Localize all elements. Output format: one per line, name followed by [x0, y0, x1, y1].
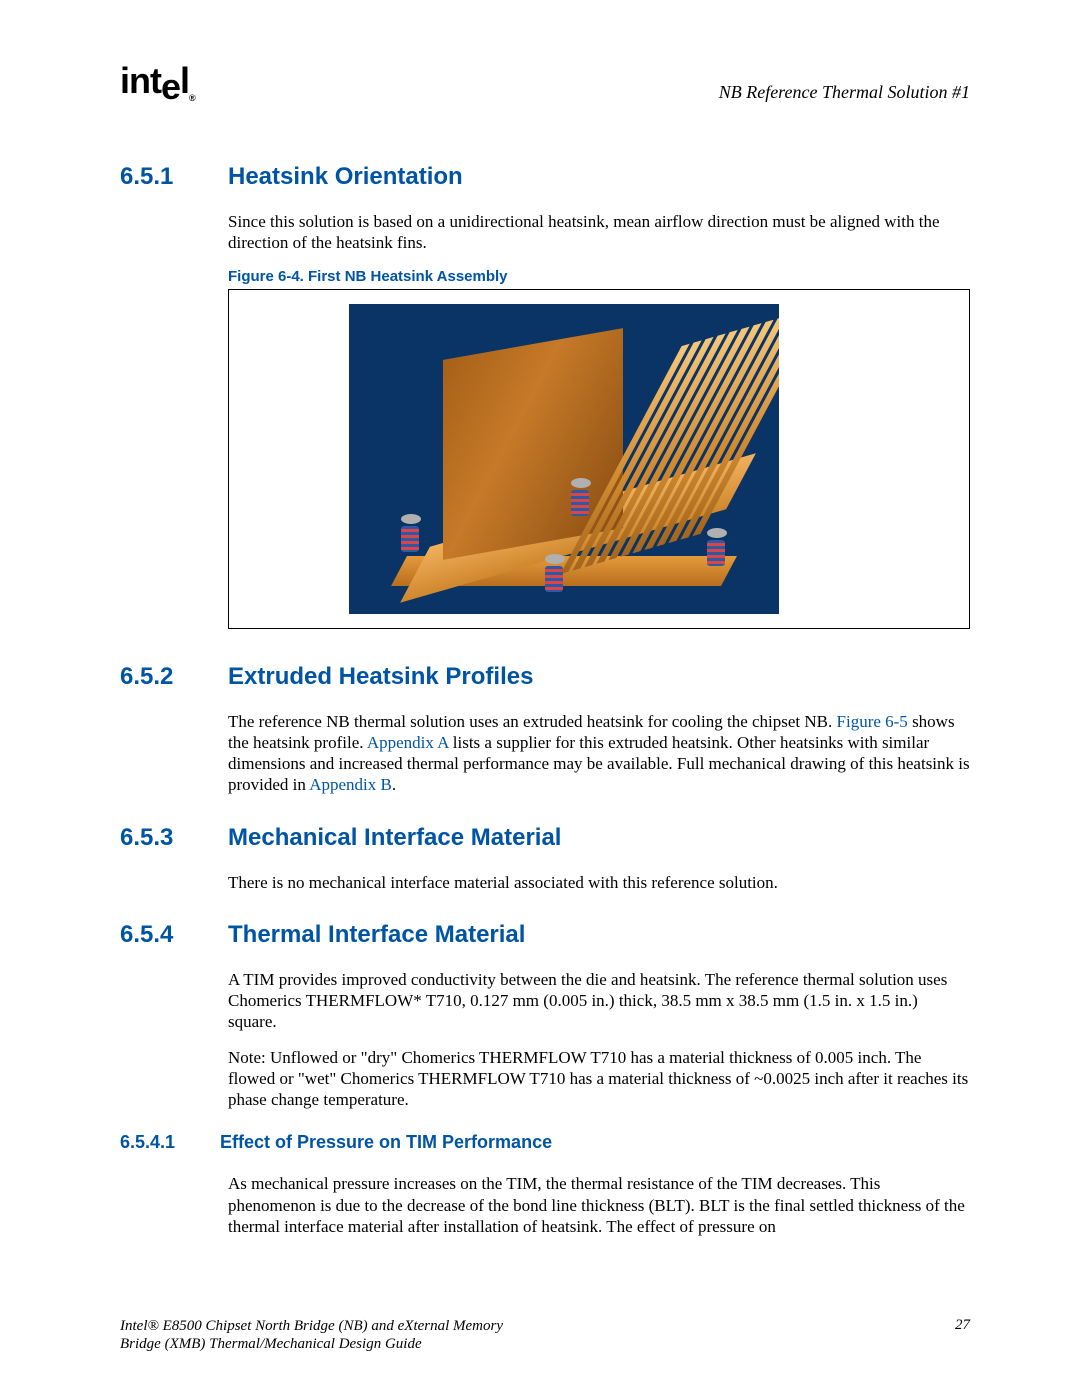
figure-caption: Figure 6-4. First NB Heatsink Assembly	[228, 268, 970, 285]
section-6-5-1: 6.5.1 Heatsink Orientation Since this so…	[120, 163, 970, 629]
text: The reference NB thermal solution uses a…	[228, 712, 837, 731]
paragraph: A TIM provides improved conductivity bet…	[228, 969, 970, 1033]
section-number: 6.5.3	[120, 824, 190, 852]
paragraph: The reference NB thermal solution uses a…	[228, 711, 970, 796]
header-chapter-title: NB Reference Thermal Solution #1	[719, 82, 970, 103]
subsection-number: 6.5.4.1	[120, 1132, 190, 1153]
page-footer: Intel® E8500 Chipset North Bridge (NB) a…	[120, 1317, 970, 1353]
heatsink-render	[349, 304, 779, 614]
paragraph: There is no mechanical interface materia…	[228, 872, 970, 893]
section-number: 6.5.2	[120, 663, 190, 691]
section-number: 6.5.1	[120, 163, 190, 191]
footer-doc-title: Intel® E8500 Chipset North Bridge (NB) a…	[120, 1317, 503, 1353]
section-6-5-3: 6.5.3 Mechanical Interface Material Ther…	[120, 824, 970, 893]
intel-logo: intel®	[120, 60, 195, 103]
section-title: Heatsink Orientation	[228, 163, 463, 191]
mounting-screw	[545, 554, 565, 594]
mounting-screw	[707, 528, 727, 568]
figure-frame	[228, 289, 970, 629]
figure-link[interactable]: Figure 6-5	[837, 712, 908, 731]
appendix-link[interactable]: Appendix A	[367, 733, 449, 752]
section-title: Extruded Heatsink Profiles	[228, 663, 533, 691]
paragraph-note: Note: Unflowed or "dry" Chomerics THERMF…	[228, 1047, 970, 1111]
mounting-screw	[401, 514, 421, 554]
subsection-title: Effect of Pressure on TIM Performance	[220, 1132, 552, 1153]
section-title: Mechanical Interface Material	[228, 824, 561, 852]
section-number: 6.5.4	[120, 921, 190, 949]
text: .	[392, 775, 396, 794]
paragraph: Since this solution is based on a unidir…	[228, 211, 970, 254]
paragraph: As mechanical pressure increases on the …	[228, 1173, 970, 1237]
page-header: intel® NB Reference Thermal Solution #1	[120, 60, 970, 103]
appendix-link[interactable]: Appendix B	[309, 775, 392, 794]
section-6-5-4: 6.5.4 Thermal Interface Material A TIM p…	[120, 921, 970, 1237]
page-number: 27	[955, 1317, 970, 1334]
section-title: Thermal Interface Material	[228, 921, 525, 949]
section-6-5-2: 6.5.2 Extruded Heatsink Profiles The ref…	[120, 663, 970, 796]
mounting-screw	[571, 478, 591, 518]
